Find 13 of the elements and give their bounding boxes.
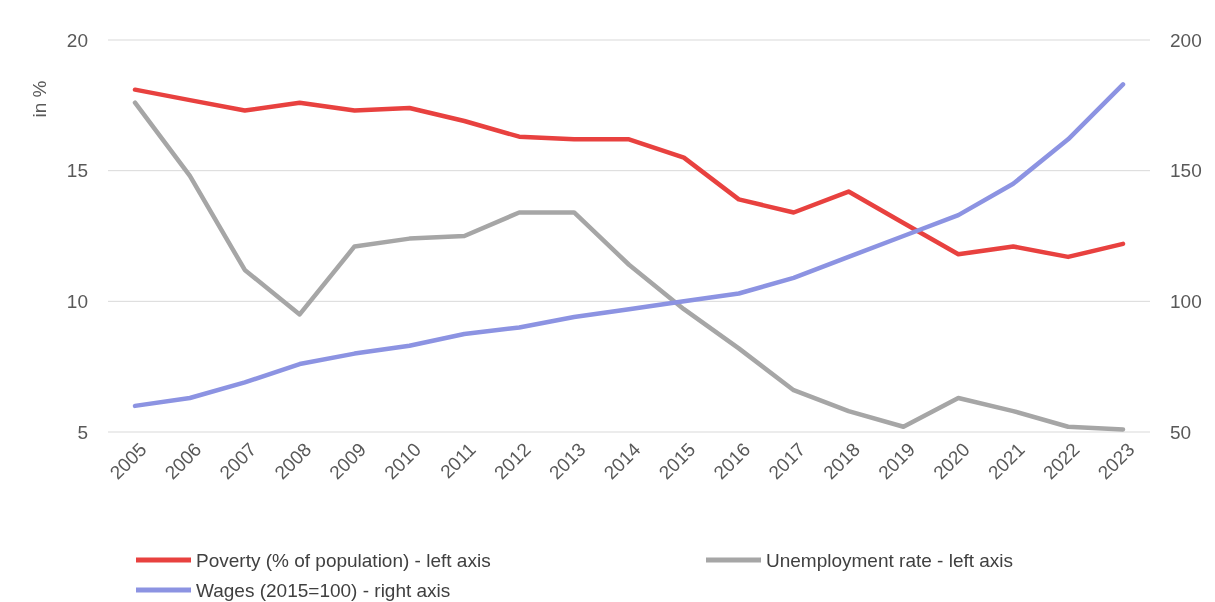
y2-tick-label: 50	[1170, 421, 1192, 443]
y2-tick-label: 200	[1170, 29, 1202, 51]
y2-tick-label: 100	[1170, 290, 1202, 312]
legend-label: Wages (2015=100) - right axis	[196, 579, 451, 601]
y-axis-title: in %	[29, 80, 50, 118]
y-tick-label: 15	[66, 160, 88, 182]
y2-tick-label: 150	[1170, 160, 1202, 182]
legend-label: Poverty (% of population) - left axis	[196, 549, 491, 571]
legend-label: Unemployment rate - left axis	[766, 549, 1014, 571]
y-tick-label: 10	[66, 290, 88, 312]
line-series	[132, 87, 1126, 260]
y-tick-label: 5	[77, 421, 88, 443]
y-tick-label: 20	[66, 29, 88, 51]
